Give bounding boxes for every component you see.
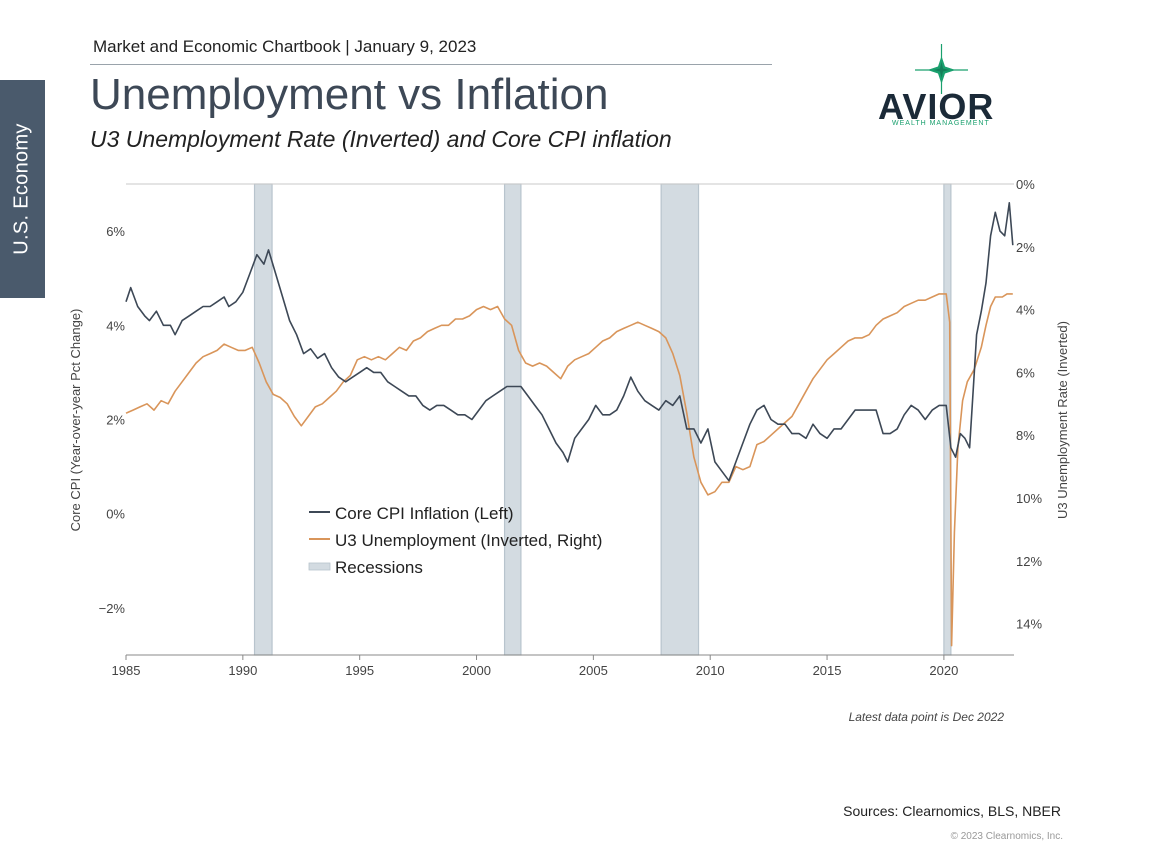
y-right-tick-label: 14% xyxy=(1016,617,1042,632)
logo-wordmark: AVIOR xyxy=(878,86,995,127)
y-right-tick-label: 2% xyxy=(1016,240,1035,255)
section-tab: U.S. Economy xyxy=(0,80,45,298)
recession-band-1 xyxy=(503,183,522,656)
x-tick-label: 2020 xyxy=(929,663,958,678)
copyright: © 2023 Clearnomics, Inc. xyxy=(950,831,1063,842)
y-left-tick-label: 2% xyxy=(106,413,125,428)
page-title: Unemployment vs Inflation xyxy=(90,70,609,119)
series-line-core-cpi xyxy=(125,202,1014,482)
x-tick-label: 2005 xyxy=(579,663,608,678)
y-right-tick-label: 0% xyxy=(1016,177,1035,192)
y-left-tick-label: 4% xyxy=(106,318,125,333)
recession-band-2 xyxy=(660,183,700,656)
y-right-tick-label: 6% xyxy=(1016,365,1035,380)
y-right-tick-label: 12% xyxy=(1016,554,1042,569)
star-icon xyxy=(915,44,968,94)
x-tick-label: 1995 xyxy=(345,663,374,678)
legend: Core CPI Inflation (Left) U3 Unemploymen… xyxy=(308,504,602,577)
x-tick-label: 1985 xyxy=(112,663,141,678)
avior-logo: AVIOR WEALTH MANAGEMENT xyxy=(870,40,1010,132)
y-right-axis-label: U3 Unemployment Rate (Inverted) xyxy=(1055,321,1070,519)
y-left-axis-label: Core CPI (Year-over-year Pct Change) xyxy=(68,309,83,532)
legend-swatch-recession xyxy=(308,562,331,571)
x-tick-label: 1990 xyxy=(228,663,257,678)
x-tick-label: 2015 xyxy=(813,663,842,678)
legend-label-u3: U3 Unemployment (Inverted, Right) xyxy=(335,531,602,550)
x-tick-label: 2010 xyxy=(696,663,725,678)
page-subtitle: U3 Unemployment Rate (Inverted) and Core… xyxy=(90,126,672,152)
chart: −2% 0% 2% 4% 6% 0% 2% 4% 6% 8% 10% 12% 14% 1985 1990… xyxy=(68,177,1070,678)
series-line-u3-unemployment xyxy=(125,293,1013,647)
header-divider xyxy=(90,64,772,65)
y-right-tick-label: 10% xyxy=(1016,491,1042,506)
y-right-tick-label: 8% xyxy=(1016,428,1035,443)
x-tick-label: 2000 xyxy=(462,663,491,678)
sources: Sources: Clearnomics, BLS, NBER xyxy=(843,803,1061,819)
y-right-tick-label: 4% xyxy=(1016,303,1035,318)
y-left-tick-label: −2% xyxy=(99,601,126,616)
data-note: Latest data point is Dec 2022 xyxy=(848,710,1004,724)
header-line: Market and Economic Chartbook | January … xyxy=(93,37,477,56)
y-left-tick-label: 6% xyxy=(106,224,125,239)
legend-label-cpi: Core CPI Inflation (Left) xyxy=(335,504,514,523)
logo-tagline: WEALTH MANAGEMENT xyxy=(892,120,990,127)
legend-label-recession: Recessions xyxy=(335,558,423,577)
y-left-tick-label: 0% xyxy=(106,507,125,522)
